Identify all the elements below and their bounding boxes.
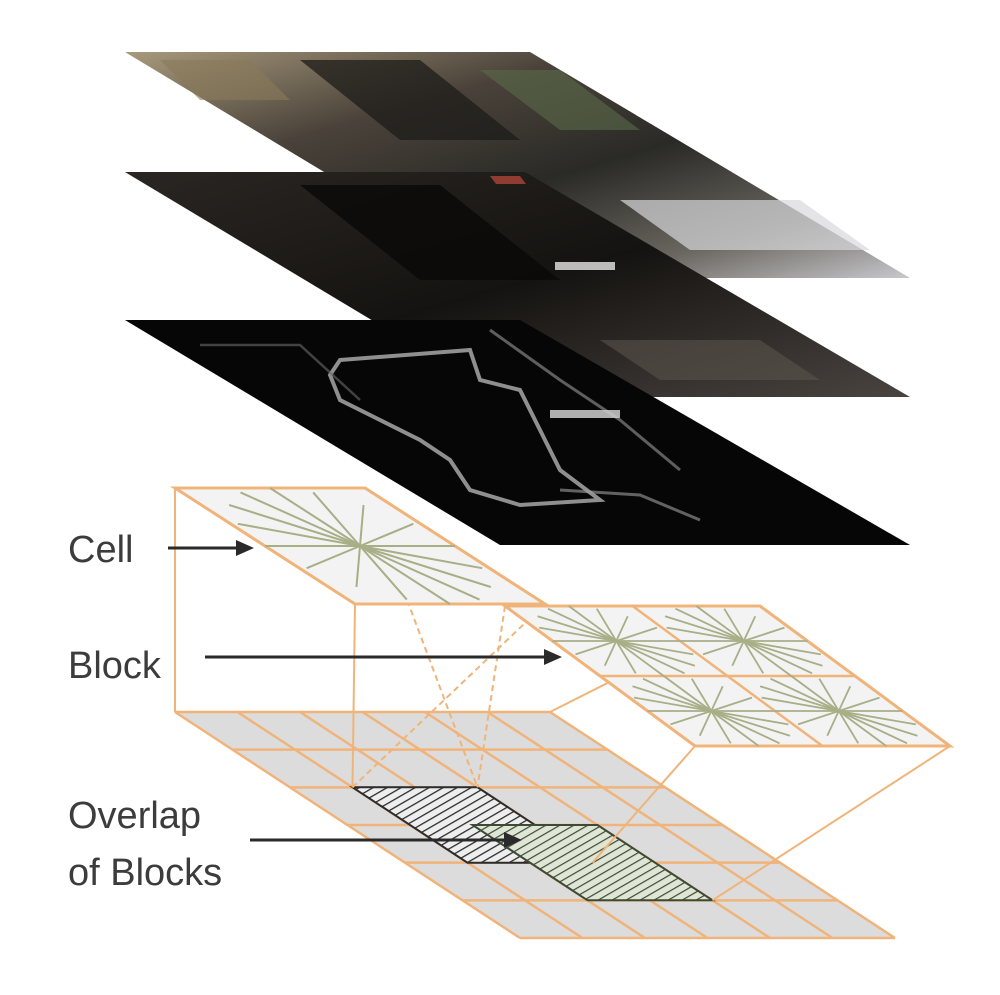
block-label: Block [68, 645, 162, 687]
cell-arrow-head [236, 540, 254, 556]
cell-plane [169, 486, 551, 606]
labels: Cell Block Overlap of Blocks [68, 529, 562, 894]
grid-line [549, 710, 896, 940]
rgb-image-layer [125, 52, 910, 278]
cell-label: Cell [68, 529, 133, 571]
overlap-arrow-head [504, 832, 522, 848]
dark-image-layer [125, 172, 910, 397]
overlap-label-line2: of Blocks [68, 852, 222, 894]
edge-gradient-layer [125, 320, 910, 545]
overlap-label-line1: Overlap [68, 795, 201, 837]
block-plane [500, 604, 955, 748]
block-arrow-head [544, 649, 562, 665]
